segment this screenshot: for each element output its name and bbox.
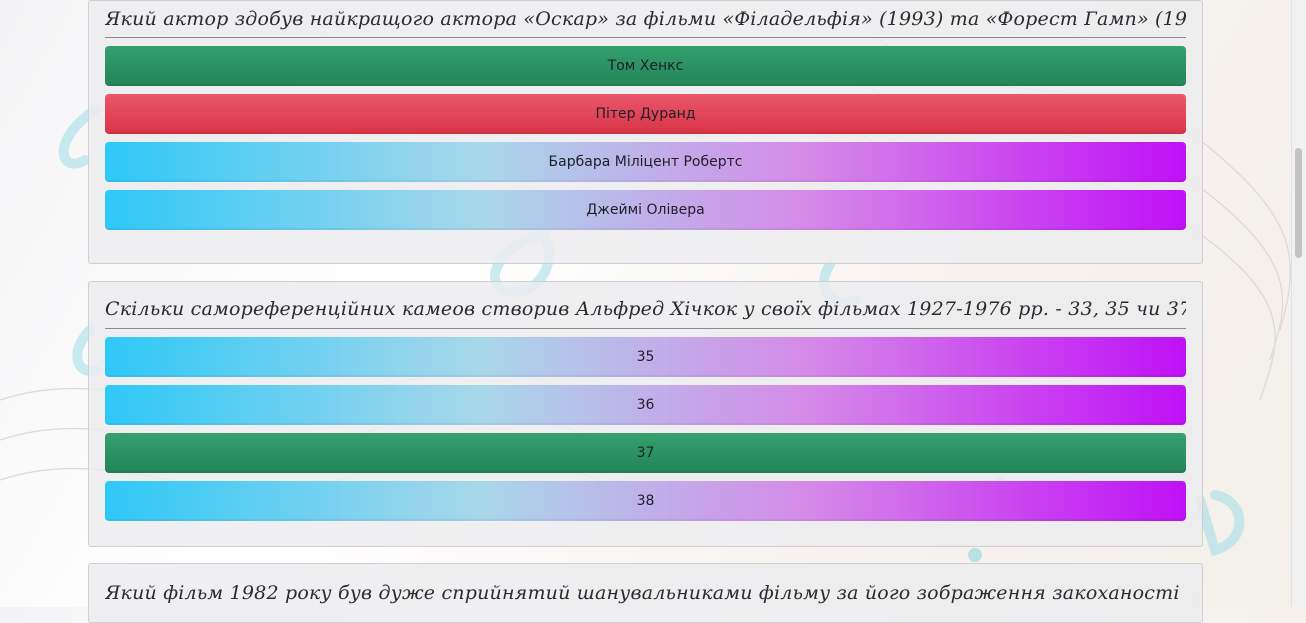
question-card: Який актор здобув найкращого актора «Оск…	[88, 0, 1203, 264]
page-scrollbar[interactable]	[1291, 0, 1306, 607]
answer-button[interactable]: Том Хенкс	[105, 46, 1186, 86]
question-title: Який актор здобув найкращого актора «Оск…	[105, 0, 1186, 38]
question-card: Скільки самореференційних камеов створив…	[88, 281, 1203, 547]
answer-button[interactable]: 38	[105, 481, 1186, 521]
question-card: Який фільм 1982 року був дуже сприйнятий…	[88, 563, 1203, 623]
answer-button[interactable]: 37	[105, 433, 1186, 473]
quiz-page: Який актор здобув найкращого актора «Оск…	[88, 0, 1203, 623]
answer-button[interactable]: Барбара Міліцент Робертс	[105, 142, 1186, 182]
question-title: Який фільм 1982 року був дуже сприйнятий…	[105, 582, 1186, 604]
answer-button[interactable]: 35	[105, 337, 1186, 377]
answer-button[interactable]: Джеймі Олівера	[105, 190, 1186, 230]
answer-button[interactable]: 36	[105, 385, 1186, 425]
scrollbar-thumb[interactable]	[1295, 148, 1302, 258]
answer-button[interactable]: Пітер Дуранд	[105, 94, 1186, 134]
question-title: Скільки самореференційних камеов створив…	[105, 294, 1186, 329]
